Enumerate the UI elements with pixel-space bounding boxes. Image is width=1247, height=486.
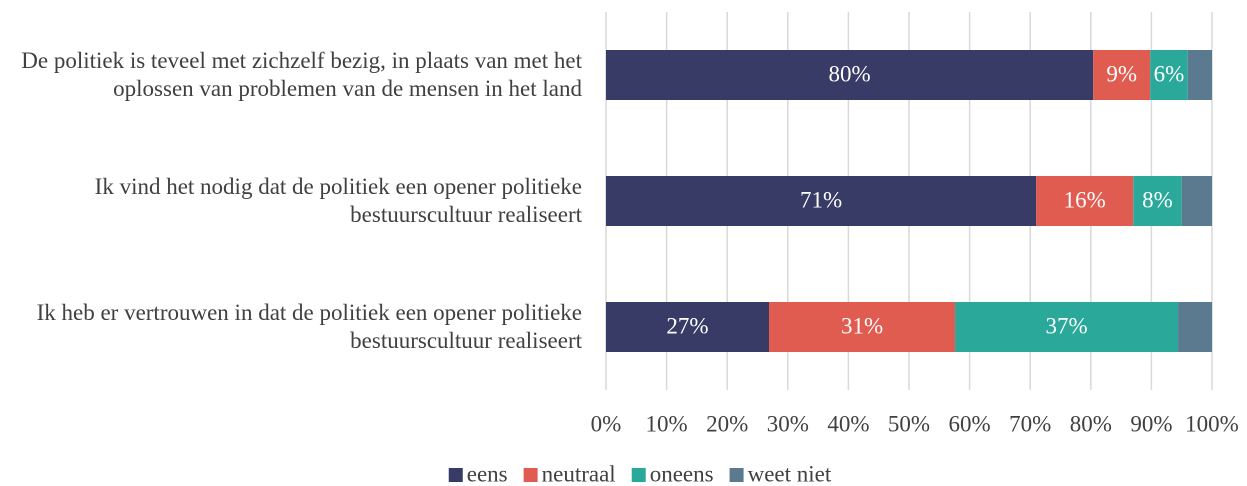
- legend-swatch: [631, 468, 646, 482]
- bar-segment: [1036, 176, 1134, 226]
- legend-label: oneens: [650, 461, 714, 486]
- bar-segment: [1178, 302, 1212, 352]
- x-tick-label: 80%: [1070, 411, 1112, 436]
- data-label: 9%: [1106, 61, 1137, 86]
- y-tick-label: De politiek is teveel met zichzelf bezig…: [21, 48, 582, 101]
- x-tick-label: 50%: [888, 411, 930, 436]
- data-label: 16%: [1064, 187, 1106, 212]
- bar-segment: [1150, 50, 1188, 100]
- y-tick-label: Ik heb er vertrouwen in dat de politiek …: [36, 300, 582, 353]
- bar-segment: [1133, 176, 1182, 226]
- bar-segment: [955, 302, 1179, 352]
- data-label: 27%: [666, 313, 708, 338]
- legend-swatch: [523, 468, 538, 482]
- data-label: 31%: [841, 313, 883, 338]
- x-tick-label: 30%: [767, 411, 809, 436]
- data-label: 37%: [1045, 313, 1087, 338]
- x-tick-label: 20%: [706, 411, 748, 436]
- bar-segment: [606, 302, 770, 352]
- legend-swatch: [448, 468, 463, 482]
- x-tick-label: 10%: [646, 411, 688, 436]
- legend-label: weet niet: [748, 461, 832, 486]
- x-tick-label: 100%: [1185, 411, 1239, 436]
- bar-segment: [606, 50, 1094, 100]
- x-tick-label: 40%: [827, 411, 869, 436]
- x-tick-label: 60%: [949, 411, 991, 436]
- legend-label: eens: [467, 461, 508, 486]
- data-label: 71%: [800, 187, 842, 212]
- bar-segment: [1187, 50, 1212, 100]
- y-tick-label: Ik vind het nodig dat de politiek een op…: [94, 174, 582, 227]
- x-tick-label: 90%: [1130, 411, 1172, 436]
- bar-segment: [606, 176, 1037, 226]
- bar-segment: [1181, 176, 1212, 226]
- data-label: 8%: [1142, 187, 1173, 212]
- x-tick-label: 70%: [1009, 411, 1051, 436]
- x-tick-label: 0%: [591, 411, 622, 436]
- bar-segment: [769, 302, 956, 352]
- legend-swatch: [729, 468, 744, 482]
- legend-label: neutraal: [542, 461, 616, 486]
- data-label: 80%: [829, 61, 871, 86]
- bar-segment: [1093, 50, 1151, 100]
- data-label: 6%: [1154, 61, 1185, 86]
